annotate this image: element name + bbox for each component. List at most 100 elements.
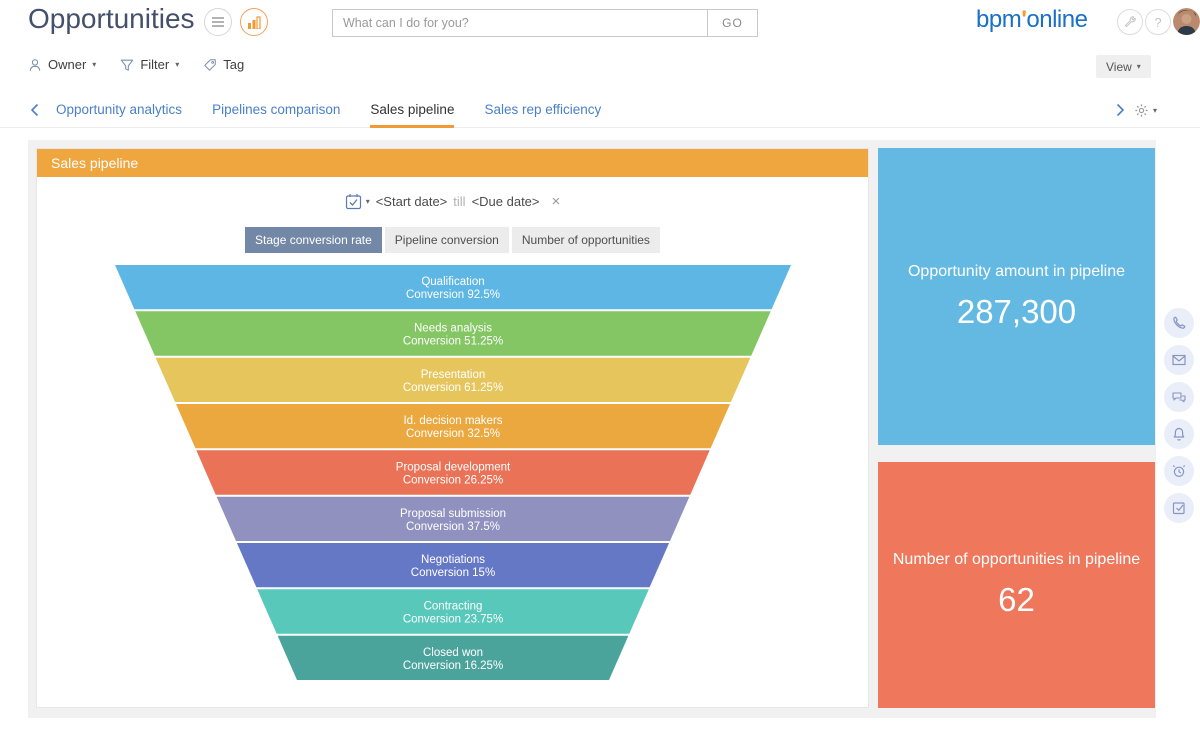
hamburger-icon [212,17,224,27]
funnel-stage-name: Negotiations [421,554,485,566]
reminders-button[interactable] [1164,456,1194,486]
chat-button[interactable] [1164,382,1194,412]
funnel-stage-name: Proposal development [396,462,511,474]
funnel-stage-negotiations[interactable] [236,543,670,588]
chevron-down-icon: ▾ [1153,106,1158,115]
settings-button[interactable] [1117,9,1143,35]
funnel-stage-conversion: Conversion 26.25% [403,475,503,487]
go-button[interactable]: GO [707,10,757,36]
email-button[interactable] [1164,345,1194,375]
funnel-stage-closed-won[interactable] [277,635,629,680]
funnel-stage-name: Presentation [421,369,486,381]
funnel-stage-proposal-development[interactable] [196,450,710,495]
bpmonline-logo: bpm'online [976,6,1088,33]
funnel-stage-name: Proposal submission [400,508,506,520]
phone-icon [1173,316,1186,329]
gear-icon [1135,104,1148,117]
toggle-stage-conversion-rate[interactable]: Stage conversion rate [245,227,382,253]
funnel-stage-presentation[interactable] [155,357,751,402]
page-title: Opportunities [28,3,195,34]
tile-title: Number of opportunities in pipeline [892,551,1141,568]
help-button[interactable]: ? [1145,9,1171,35]
funnel-stage-conversion: Conversion 37.5% [406,521,500,533]
funnel-stage-id-decision-makers[interactable] [176,404,730,449]
funnel-view-toggles: Stage conversion rate Pipeline conversion… [37,227,868,253]
calls-button[interactable] [1164,308,1194,338]
funnel-stage-qualification[interactable] [115,265,791,310]
chevron-down-icon: ▾ [175,60,180,69]
clear-date-filter-button[interactable]: × [551,193,561,210]
list-view-button[interactable] [204,8,232,36]
funnel-stage-conversion: Conversion 32.5% [406,428,500,440]
tabs-scroll-right-button[interactable] [1116,103,1125,117]
envelope-icon [1172,354,1186,366]
tag-filter-label: Tag [223,57,245,72]
funnel-icon [121,59,134,71]
dashboard-tabs: Opportunity analytics Pipelines compariso… [56,96,601,128]
chevron-left-icon [30,103,39,117]
wrench-icon [1124,16,1136,28]
sales-funnel-chart: Qualification Conversion 92.5% Needs analy… [37,265,870,695]
funnel-stage-conversion: Conversion 23.75% [403,614,503,626]
toggle-number-of-opportunities[interactable]: Number of opportunities [511,227,660,253]
funnel-stage-name: Id. decision makers [403,415,502,427]
tab-sales-rep-efficiency[interactable]: Sales rep efficiency [484,102,602,117]
funnel-stage-conversion: Conversion 15% [411,567,495,579]
bar-chart-icon [248,15,261,29]
notifications-button[interactable] [1164,419,1194,449]
chat-bubbles-icon [1172,392,1186,403]
tab-pipelines-comparison[interactable]: Pipelines comparison [212,102,341,117]
tag-filter[interactable]: Tag [203,57,244,72]
bell-icon [1173,427,1185,441]
filter-menu-label: Filter [140,57,170,72]
task-check-icon [1172,502,1185,515]
funnel-stage-conversion: Conversion 92.5% [406,289,500,301]
date-range-picker[interactable]: ▾ [345,193,370,210]
opportunity-amount-tile: Opportunity amount in pipeline 287,300 [878,148,1155,445]
calendar-icon [345,194,361,210]
funnel-stage-name: Qualification [421,276,484,288]
tab-sales-pipeline[interactable]: Sales pipeline [370,96,455,128]
toggle-pipeline-conversion[interactable]: Pipeline conversion [384,227,509,253]
funnel-stage-name: Needs analysis [414,323,492,335]
filter-menu[interactable]: Filter ▾ [120,57,179,72]
funnel-stage-name: Closed won [423,647,483,659]
sales-pipeline-widget: Sales pipeline ▾ <Start date> till <Due … [36,148,869,708]
funnel-stage-conversion: Conversion 61.25% [403,382,503,394]
command-input[interactable] [333,10,707,36]
tile-value: 62 [998,581,1035,618]
dashboard-tab-bar: Opportunity analytics Pipelines compariso… [0,96,1200,128]
person-icon [29,58,41,71]
funnel-stage-contracting[interactable] [257,589,649,634]
tile-title: Opportunity amount in pipeline [907,262,1126,280]
tile-value: 287,300 [956,292,1077,330]
analytics-view-button[interactable] [240,8,268,36]
filter-toolbar: Owner ▾ Filter ▾ Tag [28,57,244,72]
funnel-stage-name: Contracting [424,601,483,613]
date-separator: till [453,194,466,209]
owner-filter-label: Owner [48,57,87,72]
question-icon: ? [1154,14,1162,30]
command-line: GO [332,9,758,37]
tab-opportunity-analytics[interactable]: Opportunity analytics [56,102,183,117]
start-date-value[interactable]: <Start date> [375,194,448,209]
view-button-label: View [1106,59,1132,74]
funnel-stage-proposal-submission[interactable] [216,496,690,541]
funnel-stage-conversion: Conversion 51.25% [403,336,503,348]
owner-filter[interactable]: Owner ▾ [28,57,96,72]
tabs-scroll-left-button[interactable] [30,103,39,117]
funnel-stage-conversion: Conversion 16.25% [403,660,503,672]
tag-icon [204,58,216,71]
user-avatar[interactable] [1173,8,1200,35]
tasks-button[interactable] [1164,493,1194,523]
chevron-right-icon [1116,103,1125,117]
funnel-stage-needs-analysis[interactable] [135,311,771,356]
view-button[interactable]: View ▾ [1096,55,1151,78]
dashboard-settings-button[interactable]: ▾ [1134,103,1157,118]
dashboard-content: Sales pipeline ▾ <Start date> till <Due … [28,140,1156,718]
due-date-value[interactable]: <Due date> [471,194,540,209]
avatar-photo-icon [1173,8,1200,35]
chevron-down-icon: ▾ [365,197,370,206]
chevron-down-icon: ▾ [1136,62,1141,71]
communication-panel [1164,308,1194,523]
